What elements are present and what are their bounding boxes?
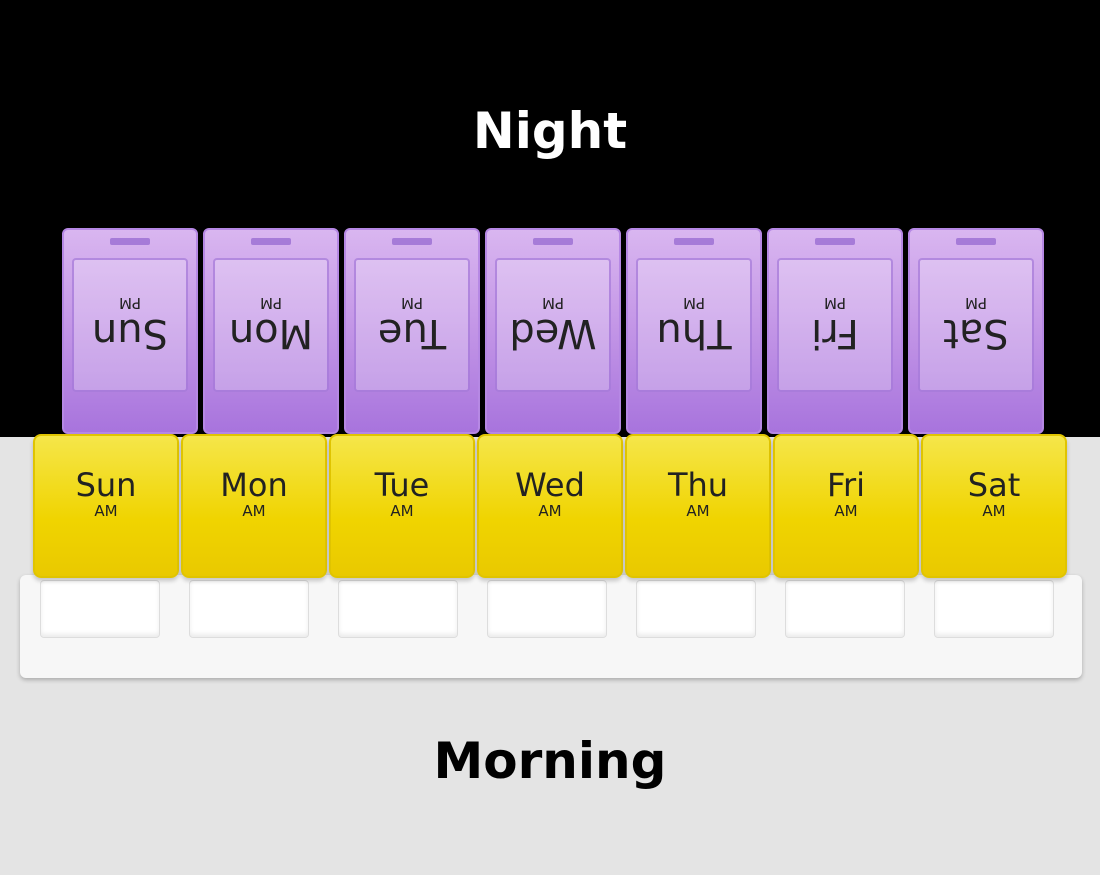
pm-label: PM (119, 294, 141, 312)
compartment (189, 580, 309, 638)
pm-label: PM (401, 294, 423, 312)
pm-day-label: Mon (228, 310, 314, 356)
am-label: AM (242, 502, 266, 520)
am-lid-thu[interactable]: Thu AM (625, 434, 771, 578)
pm-day-label: Wed (509, 310, 597, 356)
pm-lid-mon[interactable]: Mon PM (203, 228, 339, 434)
am-label: AM (390, 502, 414, 520)
pm-lid-fri[interactable]: Fri PM (767, 228, 903, 434)
am-label: AM (686, 502, 710, 520)
pm-lid-wed[interactable]: Wed PM (485, 228, 621, 434)
am-label: AM (538, 502, 562, 520)
lid-tab (251, 238, 291, 245)
am-label: AM (94, 502, 118, 520)
lid-tab (392, 238, 432, 245)
pm-day-label: Tue (377, 310, 447, 356)
pm-label: PM (683, 294, 705, 312)
am-lid-sat[interactable]: Sat AM (921, 434, 1067, 578)
lid-tab (110, 238, 150, 245)
am-label: AM (982, 502, 1006, 520)
lid-window (918, 258, 1034, 392)
am-day-label: Tue (374, 466, 430, 504)
am-lid-fri[interactable]: Fri AM (773, 434, 919, 578)
lid-window (495, 258, 611, 392)
pm-day-label: Sun (91, 310, 169, 356)
lid-tab (533, 238, 573, 245)
am-day-label: Fri (826, 466, 866, 504)
pm-day-label: Sat (943, 310, 1009, 356)
lid-window (354, 258, 470, 392)
lid-tab (674, 238, 714, 245)
compartment (636, 580, 756, 638)
am-day-label: Thu (667, 466, 729, 504)
lid-window (72, 258, 188, 392)
pm-day-label: Fri (811, 310, 859, 356)
night-heading: Night (472, 102, 628, 160)
compartment (40, 580, 160, 638)
am-lid-tue[interactable]: Tue AM (329, 434, 475, 578)
pm-lid-thu[interactable]: Thu PM (626, 228, 762, 434)
morning-heading: Morning (433, 732, 667, 790)
pm-lid-sat[interactable]: Sat PM (908, 228, 1044, 434)
am-day-label: Sat (967, 466, 1021, 504)
pm-lid-sun[interactable]: Sun PM (62, 228, 198, 434)
compartment (785, 580, 905, 638)
compartment (487, 580, 607, 638)
lid-window (636, 258, 752, 392)
am-day-label: Sun (75, 466, 137, 504)
pm-day-label: Thu (656, 310, 732, 356)
am-lid-wed[interactable]: Wed AM (477, 434, 623, 578)
am-day-label: Wed (515, 466, 585, 504)
am-lid-mon[interactable]: Mon AM (181, 434, 327, 578)
pm-label: PM (824, 294, 846, 312)
am-lid-sun[interactable]: Sun AM (33, 434, 179, 578)
pm-label: PM (542, 294, 564, 312)
pm-lid-tue[interactable]: Tue PM (344, 228, 480, 434)
lid-window (213, 258, 329, 392)
lid-tab (956, 238, 996, 245)
compartment (338, 580, 458, 638)
pm-label: PM (965, 294, 987, 312)
lid-window (777, 258, 893, 392)
compartment (934, 580, 1054, 638)
pm-label: PM (260, 294, 282, 312)
am-day-label: Mon (220, 466, 288, 504)
lid-tab (815, 238, 855, 245)
am-label: AM (834, 502, 858, 520)
